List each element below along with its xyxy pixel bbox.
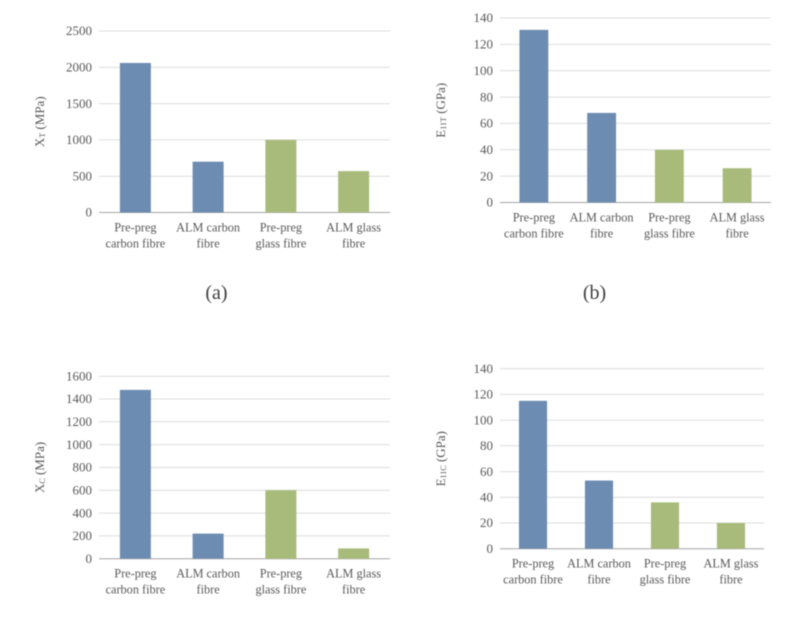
svg-text:XC (MPa): XC (MPa) xyxy=(32,442,47,493)
svg-text:XT (MPa): XT (MPa) xyxy=(32,96,47,147)
svg-text:Pre-preg: Pre-preg xyxy=(644,557,686,571)
svg-text:80: 80 xyxy=(480,89,493,104)
svg-text:Pre-preg: Pre-preg xyxy=(114,567,156,581)
svg-text:E11T (GPa): E11T (GPa) xyxy=(433,83,448,138)
svg-text:fibre: fibre xyxy=(196,237,220,251)
svg-text:2000: 2000 xyxy=(66,60,92,75)
svg-text:1200: 1200 xyxy=(66,414,92,429)
svg-text:fibre: fibre xyxy=(342,583,366,597)
svg-text:0: 0 xyxy=(487,195,494,210)
svg-text:ALM glass: ALM glass xyxy=(704,557,759,571)
svg-text:E11C (GPa): E11C (GPa) xyxy=(433,431,448,486)
svg-text:1000: 1000 xyxy=(66,437,92,452)
svg-text:1000: 1000 xyxy=(66,132,92,147)
svg-text:ALM glass: ALM glass xyxy=(326,221,381,235)
svg-text:carbon fibre: carbon fibre xyxy=(106,237,166,251)
svg-text:ALM carbon: ALM carbon xyxy=(176,221,240,235)
svg-text:carbon fibre: carbon fibre xyxy=(504,227,564,241)
svg-text:Pre-preg: Pre-preg xyxy=(260,567,302,581)
svg-text:1600: 1600 xyxy=(66,368,92,383)
svg-text:400: 400 xyxy=(73,505,92,520)
svg-text:carbon fibre: carbon fibre xyxy=(106,583,166,597)
svg-text:fibre: fibre xyxy=(725,227,749,241)
svg-text:fibre: fibre xyxy=(197,583,221,597)
svg-text:glass fibre: glass fibre xyxy=(255,237,306,251)
svg-text:120: 120 xyxy=(474,37,494,52)
svg-text:ALM glass: ALM glass xyxy=(326,567,381,581)
svg-text:Pre-preg: Pre-preg xyxy=(513,211,555,225)
svg-text:Pre-preg: Pre-preg xyxy=(648,211,690,225)
svg-text:60: 60 xyxy=(480,116,493,131)
svg-text:glass fibre: glass fibre xyxy=(255,583,306,597)
svg-text:ALM glass: ALM glass xyxy=(710,211,765,225)
svg-text:140: 140 xyxy=(474,361,493,376)
svg-text:40: 40 xyxy=(480,142,493,157)
svg-text:600: 600 xyxy=(73,482,92,497)
svg-text:800: 800 xyxy=(73,460,92,475)
svg-text:glass fibre: glass fibre xyxy=(640,573,691,587)
svg-text:carbon fibre: carbon fibre xyxy=(503,573,563,587)
svg-text:140: 140 xyxy=(474,10,494,25)
svg-text:40: 40 xyxy=(480,489,493,504)
svg-text:ALM carbon: ALM carbon xyxy=(176,567,240,581)
svg-text:60: 60 xyxy=(480,464,493,479)
svg-text:0: 0 xyxy=(86,205,93,220)
svg-text:fibre: fibre xyxy=(587,573,611,587)
svg-text:ALM carbon: ALM carbon xyxy=(570,211,634,225)
svg-text:0: 0 xyxy=(487,541,494,556)
svg-text:500: 500 xyxy=(73,168,93,183)
svg-text:Pre-preg: Pre-preg xyxy=(260,221,302,235)
svg-text:1400: 1400 xyxy=(66,391,92,406)
svg-text:fibre: fibre xyxy=(342,237,366,251)
svg-text:0: 0 xyxy=(86,551,93,566)
svg-text:120: 120 xyxy=(474,387,493,402)
svg-text:ALM carbon: ALM carbon xyxy=(567,557,631,571)
svg-text:20: 20 xyxy=(480,515,493,530)
svg-text:2500: 2500 xyxy=(66,23,92,38)
svg-text:Pre-preg: Pre-preg xyxy=(512,557,554,571)
svg-text:1500: 1500 xyxy=(66,96,92,111)
svg-text:80: 80 xyxy=(480,438,493,453)
svg-text:fibre: fibre xyxy=(719,573,743,587)
svg-text:100: 100 xyxy=(474,63,494,78)
svg-text:fibre: fibre xyxy=(590,227,614,241)
svg-text:Pre-preg: Pre-preg xyxy=(114,221,156,235)
svg-text:20: 20 xyxy=(480,168,493,183)
svg-text:glass fibre: glass fibre xyxy=(644,227,695,241)
svg-text:200: 200 xyxy=(73,528,92,543)
svg-text:100: 100 xyxy=(474,412,493,427)
